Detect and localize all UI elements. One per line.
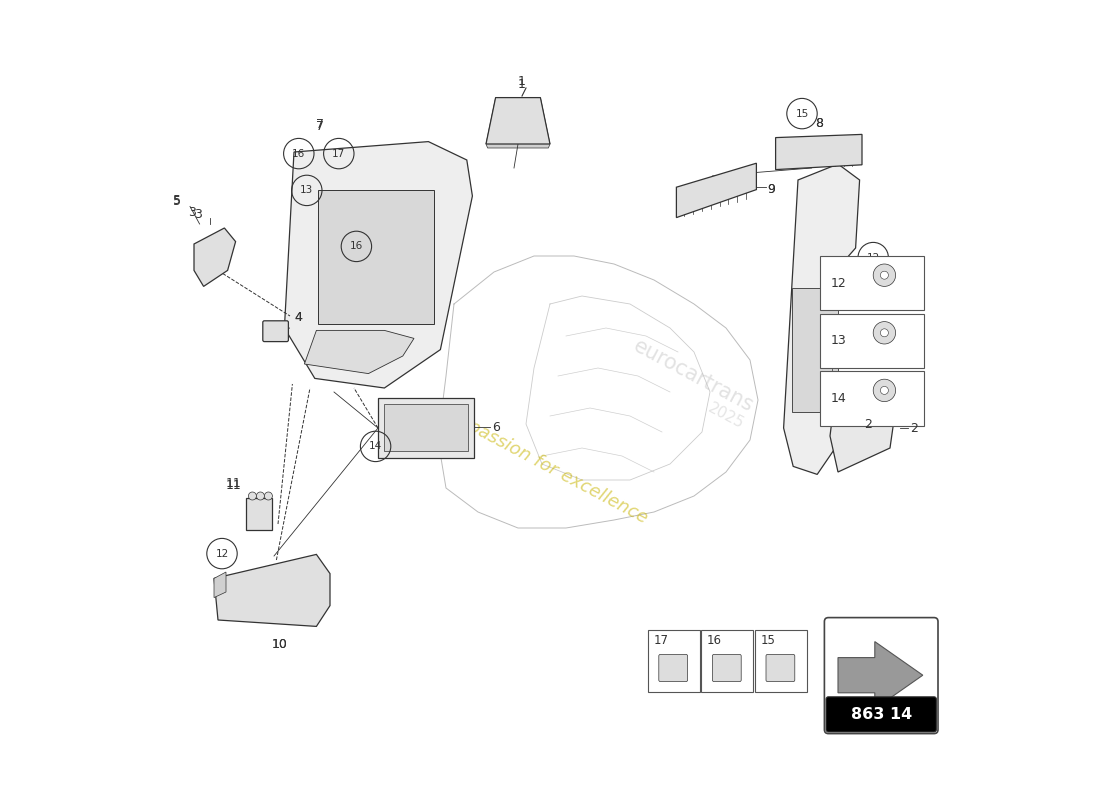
FancyBboxPatch shape xyxy=(263,321,288,342)
Text: eurocartrans: eurocartrans xyxy=(630,336,758,416)
FancyBboxPatch shape xyxy=(701,630,754,692)
Text: 10: 10 xyxy=(272,638,287,650)
Text: 2025: 2025 xyxy=(705,400,747,432)
Text: 13: 13 xyxy=(300,186,313,195)
FancyBboxPatch shape xyxy=(648,630,700,692)
Circle shape xyxy=(880,329,889,337)
Text: 16: 16 xyxy=(293,149,306,158)
Text: 6: 6 xyxy=(493,421,500,434)
Text: 863 14: 863 14 xyxy=(850,707,912,722)
Text: 16: 16 xyxy=(350,242,363,251)
Circle shape xyxy=(873,264,895,286)
FancyBboxPatch shape xyxy=(318,190,434,324)
Text: 17: 17 xyxy=(653,634,668,647)
Text: 16: 16 xyxy=(707,634,722,647)
Text: 15: 15 xyxy=(795,109,808,118)
FancyBboxPatch shape xyxy=(792,288,838,412)
Polygon shape xyxy=(783,164,859,474)
Polygon shape xyxy=(676,163,757,218)
Text: 12: 12 xyxy=(867,253,880,262)
Text: 8: 8 xyxy=(815,118,824,130)
Text: 12: 12 xyxy=(830,277,847,290)
Text: 5: 5 xyxy=(173,194,182,206)
Text: 2: 2 xyxy=(864,418,871,430)
Polygon shape xyxy=(486,98,550,144)
Text: 4: 4 xyxy=(295,311,302,324)
FancyBboxPatch shape xyxy=(713,654,741,682)
Circle shape xyxy=(264,492,273,500)
FancyBboxPatch shape xyxy=(826,697,936,732)
Text: 3: 3 xyxy=(188,206,196,218)
Polygon shape xyxy=(830,384,898,472)
Polygon shape xyxy=(214,572,225,598)
Text: 12: 12 xyxy=(216,549,229,558)
FancyBboxPatch shape xyxy=(246,498,272,530)
FancyBboxPatch shape xyxy=(821,371,924,426)
Text: 11: 11 xyxy=(227,477,242,490)
Polygon shape xyxy=(305,330,414,374)
Polygon shape xyxy=(214,554,330,626)
Text: 13: 13 xyxy=(830,334,847,347)
Text: 15: 15 xyxy=(760,634,775,647)
Text: 1: 1 xyxy=(518,78,526,91)
Circle shape xyxy=(256,492,264,500)
Circle shape xyxy=(880,271,889,279)
Polygon shape xyxy=(486,98,550,148)
FancyBboxPatch shape xyxy=(755,630,806,692)
Text: 9: 9 xyxy=(767,183,774,196)
Polygon shape xyxy=(838,642,923,709)
FancyBboxPatch shape xyxy=(766,654,795,682)
Text: 5: 5 xyxy=(173,195,182,208)
FancyBboxPatch shape xyxy=(378,398,474,458)
Text: 7: 7 xyxy=(316,118,323,131)
Text: 17: 17 xyxy=(332,149,345,158)
Text: a passion for excellence: a passion for excellence xyxy=(450,409,650,527)
FancyBboxPatch shape xyxy=(824,618,938,734)
Circle shape xyxy=(873,379,895,402)
FancyBboxPatch shape xyxy=(659,654,688,682)
FancyBboxPatch shape xyxy=(821,314,924,368)
Text: 4: 4 xyxy=(295,311,302,324)
Text: 11: 11 xyxy=(227,479,242,492)
Text: 8: 8 xyxy=(815,117,824,130)
Text: 9: 9 xyxy=(767,183,774,196)
Text: 3: 3 xyxy=(194,208,202,221)
Text: 2: 2 xyxy=(910,422,917,434)
Polygon shape xyxy=(285,142,472,388)
Text: 14: 14 xyxy=(830,392,847,405)
FancyBboxPatch shape xyxy=(821,256,924,310)
Text: 1: 1 xyxy=(518,75,526,88)
Text: 10: 10 xyxy=(272,638,287,650)
Circle shape xyxy=(873,322,895,344)
Polygon shape xyxy=(776,134,862,170)
Text: 14: 14 xyxy=(368,442,382,451)
Circle shape xyxy=(249,492,256,500)
FancyBboxPatch shape xyxy=(384,404,468,451)
Polygon shape xyxy=(194,228,235,286)
Text: 7: 7 xyxy=(316,120,323,133)
Circle shape xyxy=(880,386,889,394)
